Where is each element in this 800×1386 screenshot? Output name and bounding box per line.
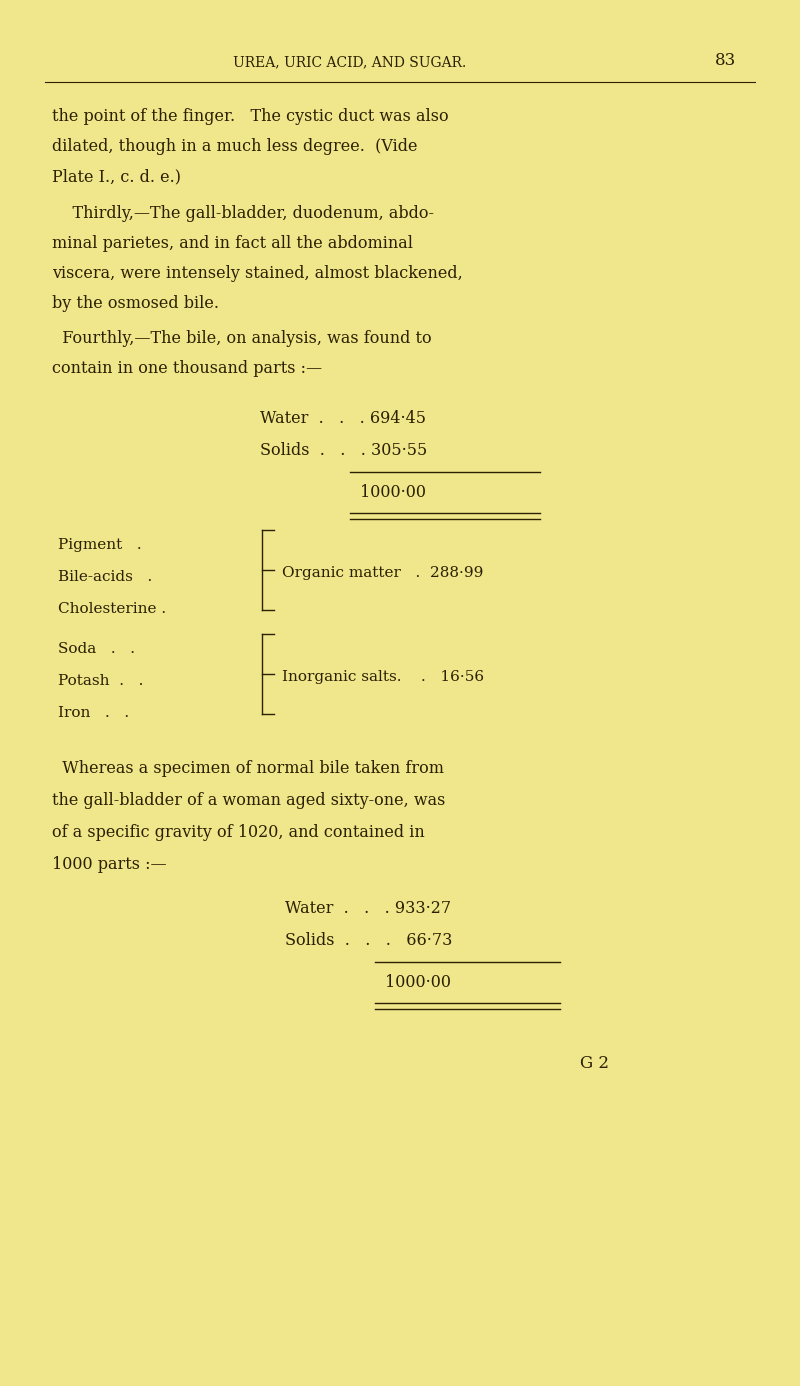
Text: the gall-bladder of a woman aged sixty-one, was: the gall-bladder of a woman aged sixty-o… bbox=[52, 791, 446, 809]
Text: contain in one thousand parts :—: contain in one thousand parts :— bbox=[52, 360, 322, 377]
Text: 1000 parts :—: 1000 parts :— bbox=[52, 857, 166, 873]
Text: Solids  .   .   .   66·73: Solids . . . 66·73 bbox=[285, 931, 452, 949]
Text: Solids  .   .   . 305·55: Solids . . . 305·55 bbox=[260, 442, 427, 459]
Text: Water  .   .   . 694·45: Water . . . 694·45 bbox=[260, 410, 426, 427]
Text: Thirdly,—The gall-bladder, duodenum, abdo-: Thirdly,—The gall-bladder, duodenum, abd… bbox=[52, 205, 434, 222]
Text: Soda   .   .: Soda . . bbox=[58, 642, 135, 656]
Text: Plate I., c. d. e.): Plate I., c. d. e.) bbox=[52, 168, 181, 184]
Text: Organic matter   .  288·99: Organic matter . 288·99 bbox=[282, 565, 483, 579]
Text: the point of the finger.   The cystic duct was also: the point of the finger. The cystic duct… bbox=[52, 108, 449, 125]
Text: 1000·00: 1000·00 bbox=[385, 974, 451, 991]
Text: by the osmosed bile.: by the osmosed bile. bbox=[52, 295, 219, 312]
Text: Whereas a specimen of normal bile taken from: Whereas a specimen of normal bile taken … bbox=[52, 760, 444, 778]
Text: Inorganic salts.    .   16·56: Inorganic salts. . 16·56 bbox=[282, 669, 484, 685]
Text: of a specific gravity of 1020, and contained in: of a specific gravity of 1020, and conta… bbox=[52, 825, 425, 841]
Text: UREA, URIC ACID, AND SUGAR.: UREA, URIC ACID, AND SUGAR. bbox=[234, 55, 466, 69]
Text: G 2: G 2 bbox=[580, 1055, 609, 1071]
Text: Water  .   .   . 933·27: Water . . . 933·27 bbox=[285, 900, 451, 918]
Text: Potash  .   .: Potash . . bbox=[58, 674, 143, 687]
Text: Iron   .   .: Iron . . bbox=[58, 705, 129, 719]
Text: 83: 83 bbox=[715, 53, 736, 69]
Text: Cholesterine .: Cholesterine . bbox=[58, 602, 166, 615]
Text: Pigment   .: Pigment . bbox=[58, 538, 142, 552]
Text: Bile-acids   .: Bile-acids . bbox=[58, 570, 152, 584]
Text: viscera, were intensely stained, almost blackened,: viscera, were intensely stained, almost … bbox=[52, 265, 462, 281]
Text: dilated, though in a much less degree.  (Vide: dilated, though in a much less degree. (… bbox=[52, 139, 418, 155]
Text: minal parietes, and in fact all the abdominal: minal parietes, and in fact all the abdo… bbox=[52, 236, 413, 252]
Text: Fourthly,—The bile, on analysis, was found to: Fourthly,—The bile, on analysis, was fou… bbox=[52, 330, 432, 346]
Text: 1000·00: 1000·00 bbox=[360, 484, 426, 500]
